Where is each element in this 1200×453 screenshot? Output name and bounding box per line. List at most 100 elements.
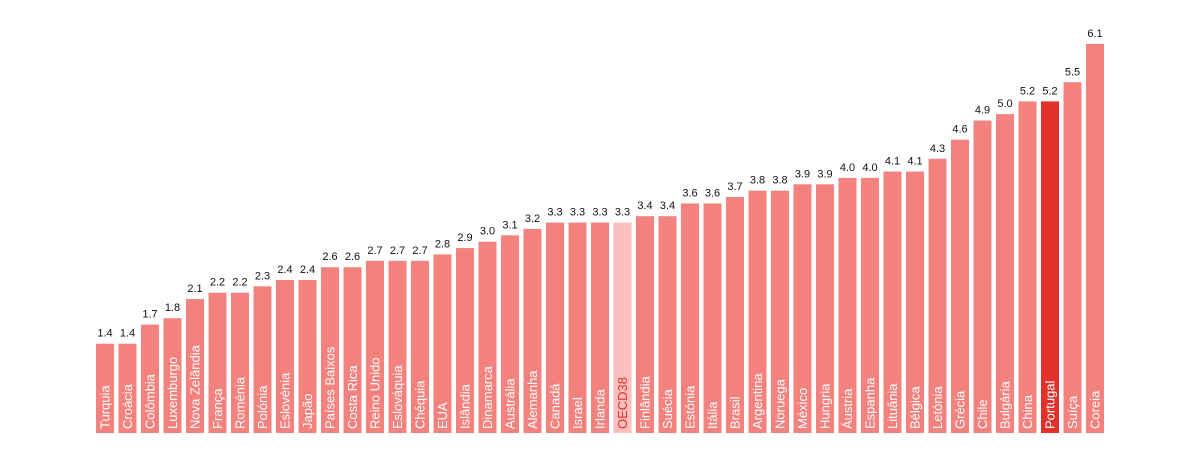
category-label-chequia: Chéquia: [413, 380, 428, 429]
value-label-canada: 3.3: [547, 207, 562, 219]
category-label-eslovenia: Eslovénia: [278, 372, 293, 429]
category-label-china: China: [1020, 394, 1035, 429]
bar-oecd38: [613, 222, 632, 433]
bar-suecia: [658, 216, 677, 433]
value-label-lituania: 4.1: [885, 156, 900, 168]
category-label-croacia: Croácia: [120, 383, 135, 429]
category-label-argentina: Argentina: [750, 373, 765, 429]
bar-reino-unido: [366, 260, 384, 433]
category-label-luxemburgo: Luxemburgo: [165, 357, 180, 429]
value-label-luxemburgo: 1.8: [165, 302, 180, 314]
value-label-letonia: 4.3: [930, 143, 945, 155]
category-label-australia: Austrália: [503, 378, 518, 429]
bar-colombia: [141, 324, 159, 433]
category-label-suica: Suíça: [1065, 395, 1080, 429]
category-label-islandia: Islândia: [458, 383, 473, 429]
category-label-bulgaria: Bulgária: [998, 381, 1013, 429]
value-label-argentina: 3.8: [750, 175, 765, 187]
bar-canada: [546, 222, 564, 433]
category-label-franca: França: [210, 388, 225, 429]
value-label-dinamarca: 3.0: [480, 226, 495, 238]
category-label-dinamarca: Dinamarca: [480, 365, 495, 429]
bar-eslovenia: [276, 279, 294, 433]
value-label-suecia: 3.4: [660, 200, 675, 212]
category-label-canada: Canadá: [548, 383, 563, 429]
category-label-coreia: Coreia: [1088, 390, 1103, 429]
category-label-oecd38: OECD38: [615, 377, 630, 429]
bar-finlandia: [636, 216, 654, 433]
bar-franca: [208, 292, 227, 433]
bar-nova-zelandia: [186, 299, 204, 433]
category-label-estonia: Estónia: [683, 385, 698, 429]
value-label-oecd38: 3.3: [615, 207, 630, 219]
value-label-paises-baixos: 2.6: [322, 251, 337, 263]
value-label-reino-unido: 2.7: [367, 245, 382, 257]
bar-mexico: [793, 184, 812, 433]
category-label-japao: Japão: [300, 394, 315, 429]
bar-noruega: [771, 190, 789, 433]
bar-suica: [1063, 82, 1082, 433]
bar-australia: [501, 235, 519, 433]
category-label-austria: Áustria: [840, 388, 855, 429]
bar-chequia: [411, 260, 429, 433]
bar-alemanha: [523, 228, 542, 433]
value-label-nova-zelandia: 2.1: [187, 283, 202, 295]
value-label-finlandia: 3.4: [637, 200, 652, 212]
bar-eslovaquia: [388, 260, 407, 433]
value-label-romenia: 2.2: [232, 277, 247, 289]
value-label-bulgaria: 5.0: [997, 98, 1012, 110]
category-labels-group: Turquia Croácia Colômbia Luxemburgo Nova Zel…: [98, 344, 1103, 429]
value-label-israel: 3.3: [570, 207, 585, 219]
bar-coreia: [1086, 44, 1104, 433]
bar-luxemburgo: [163, 318, 182, 433]
category-label-israel: Israel: [570, 397, 585, 429]
value-label-grecia: 4.6: [952, 124, 967, 136]
category-label-finlandia: Finlândia: [638, 375, 653, 429]
value-label-italia: 3.6: [705, 187, 720, 199]
bar-islandia: [456, 248, 474, 433]
bar-turquia: [96, 343, 114, 433]
value-label-australia: 3.1: [502, 219, 517, 231]
category-label-brasil: Brasil: [728, 396, 743, 429]
bar-dinamarca: [478, 241, 497, 433]
value-label-franca: 2.2: [210, 277, 225, 289]
category-label-paises-baixos: Países Baixos: [323, 346, 338, 429]
category-label-reino-unido: Reino Unido: [368, 357, 383, 429]
value-label-china: 5.2: [1020, 85, 1035, 97]
value-label-costa-rica: 2.6: [345, 251, 360, 263]
bar-irlanda: [591, 222, 609, 433]
value-label-espanha: 4.0: [862, 162, 877, 174]
value-label-chequia: 2.7: [412, 245, 427, 257]
category-label-irlanda: Irlanda: [593, 388, 608, 429]
category-label-chile: Chile: [975, 399, 990, 429]
category-label-letonia: Letónia: [930, 386, 945, 429]
category-label-turquia: Turquia: [98, 385, 113, 429]
category-label-italia: Itália: [705, 401, 720, 429]
value-label-eslovaquia: 2.7: [390, 245, 405, 257]
bar-costa-rica: [343, 267, 362, 433]
bar-italia: [703, 203, 722, 433]
bar-portugal: [1041, 101, 1059, 433]
bars-group: [96, 44, 1104, 434]
bar-japao: [298, 279, 317, 433]
value-label-polonia: 2.3: [255, 270, 270, 282]
category-label-eslovaquia: Eslováquia: [390, 365, 405, 429]
bar-austria: [838, 177, 857, 433]
bar-argentina: [748, 190, 767, 433]
bar-espanha: [861, 177, 879, 433]
value-label-chile: 4.9: [975, 105, 990, 117]
value-label-brasil: 3.7: [727, 181, 742, 193]
bar-grecia: [951, 139, 969, 433]
bar-eua: [433, 254, 452, 433]
value-labels-group: 1.4 1.4 1.7 1.8 2.1 2.2 2.2 2.3 2.4 2.4 2.6 2.6 2.7 2…: [97, 28, 1102, 340]
value-label-japao: 2.4: [300, 264, 315, 276]
category-label-polonia: Polónia: [255, 385, 270, 429]
value-label-noruega: 3.8: [772, 175, 787, 187]
bar-china: [1018, 101, 1037, 433]
bar-lituania: [883, 171, 902, 434]
bar-bulgaria: [996, 114, 1014, 434]
value-label-austria: 4.0: [840, 162, 855, 174]
category-label-romenia: Roménia: [233, 376, 248, 429]
bar-romenia: [231, 292, 249, 433]
